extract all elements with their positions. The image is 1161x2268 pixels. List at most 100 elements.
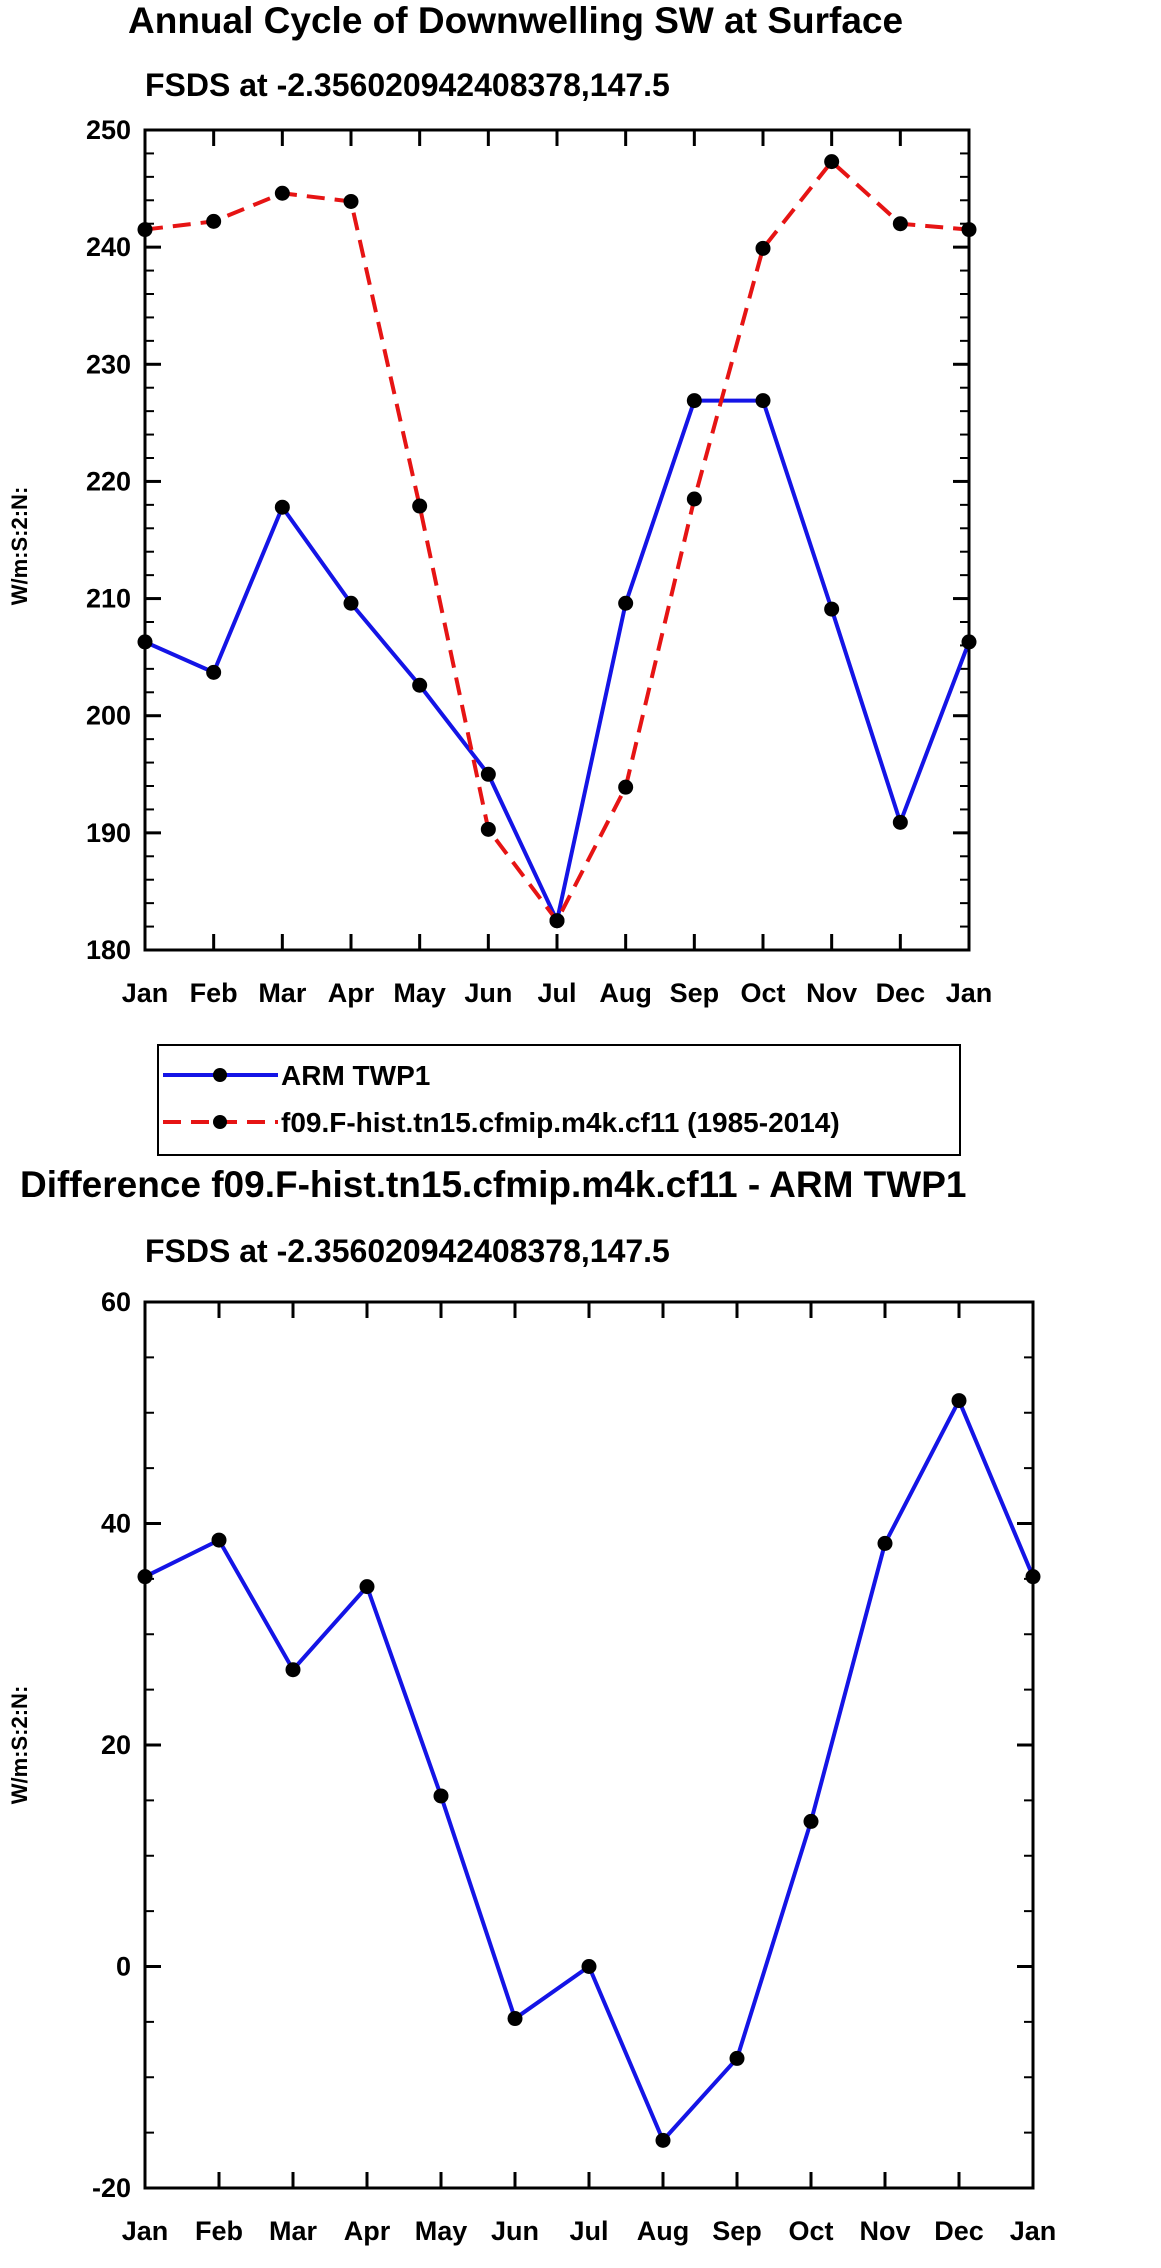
series-0-point (285, 1662, 301, 1678)
y-tick-label: 220 (86, 466, 131, 496)
top-chart-title: Annual Cycle of Downwelling SW at Surfac… (128, 0, 903, 41)
series-0-point (951, 1393, 967, 1409)
series-0-point (480, 766, 496, 782)
series-1-point (343, 193, 359, 209)
y-tick-label: 180 (86, 935, 131, 965)
x-tick-label: Jul (569, 2216, 608, 2246)
legend-marker-model (213, 1115, 227, 1129)
top-chart-ticks (143, 128, 971, 952)
series-0-point (359, 1579, 375, 1595)
x-tick-label: Dec (876, 978, 926, 1008)
bottom-chart-ticks (143, 1300, 1035, 2190)
x-tick-label: Jul (537, 978, 576, 1008)
series-0-point (274, 499, 290, 515)
y-tick-label: 20 (101, 1730, 131, 1760)
series-1-point (618, 779, 634, 795)
y-tick-label: 190 (86, 818, 131, 848)
series-0-point (892, 814, 908, 830)
series-0-point (618, 595, 634, 611)
x-tick-label: Aug (637, 2216, 689, 2246)
x-tick-label: May (393, 978, 446, 1008)
x-tick-label: Dec (934, 2216, 984, 2246)
x-tick-label: Aug (599, 978, 651, 1008)
x-tick-label: Sep (712, 2216, 762, 2246)
y-tick-label: 240 (86, 232, 131, 262)
top-chart-ylabel: W/m:S:2:N: (7, 487, 32, 606)
top-chart-plot-frame (143, 128, 971, 952)
series-0-point (206, 664, 222, 680)
y-tick-label: 230 (86, 349, 131, 379)
series-0-point (824, 601, 840, 617)
bottom-chart-ylabel: W/m:S:2:N: (7, 1686, 32, 1805)
y-tick-label: 210 (86, 584, 131, 614)
top-chart-x-tick-labels: Jan Feb Mar Apr May Jun Jul Aug Sep Oct Nov Dec Jan (122, 978, 993, 1008)
legend-item-arm-twp1: ARM TWP1 (163, 1060, 430, 1091)
x-tick-label: Jun (491, 2216, 539, 2246)
x-tick-label: Jan (1010, 2216, 1057, 2246)
legend: ARM TWP1 f09.F-hist.tn15.cfmip.m4k.cf11 … (157, 1044, 961, 1156)
series-0-point (211, 1532, 227, 1548)
bottom-chart-title: Difference f09.F-hist.tn15.cfmip.m4k.cf1… (20, 1164, 966, 1205)
series-1-point (274, 185, 290, 201)
legend-marker-arm-twp1 (213, 1068, 227, 1082)
series-0-point (755, 393, 771, 409)
series-1-point (686, 491, 702, 507)
series-1-point (824, 154, 840, 170)
legend-box (157, 1044, 961, 1156)
series-0-point (581, 1959, 597, 1974)
y-tick-label: 200 (86, 701, 131, 731)
y-tick-label: -20 (92, 2173, 131, 2203)
series-line-0 (144, 398, 971, 923)
x-tick-label: Feb (195, 2216, 243, 2246)
x-tick-label: Mar (258, 978, 307, 1008)
x-tick-label: May (415, 2216, 468, 2246)
series-0-point (433, 1788, 449, 1804)
top-chart: Annual Cycle of Downwelling SW at Surfac… (7, 0, 992, 1008)
series-1-point (892, 216, 908, 232)
bottom-chart-y-tick-labels: -20 0 20 40 60 (92, 1287, 131, 2203)
series-0-point (655, 2132, 671, 2148)
top-chart-subtitle: FSDS at -2.356020942408378,147.5 (145, 67, 670, 103)
x-tick-label: Apr (344, 2216, 391, 2246)
y-tick-label: 60 (101, 1287, 131, 1317)
legend-label-arm-twp1: ARM TWP1 (281, 1060, 430, 1091)
x-tick-label: Jan (946, 978, 993, 1008)
series-0-point (412, 677, 428, 693)
y-tick-label: 40 (101, 1509, 131, 1539)
bottom-chart: Difference f09.F-hist.tn15.cfmip.m4k.cf1… (7, 1164, 1056, 2246)
series-0-point (877, 1535, 893, 1551)
bottom-chart-x-tick-labels: Jan Feb Mar Apr May Jun Jul Aug Sep Oct Nov Dec Jan (122, 2216, 1057, 2246)
y-tick-label: 0 (116, 1952, 131, 1982)
series-1-point (549, 913, 565, 929)
series-1-point (755, 240, 771, 256)
x-tick-label: Oct (788, 2216, 833, 2246)
x-tick-label: Jan (122, 2216, 169, 2246)
x-tick-label: Sep (670, 978, 720, 1008)
x-tick-label: Oct (740, 978, 785, 1008)
series-1-point (412, 498, 428, 514)
x-tick-label: Jan (122, 978, 169, 1008)
top-chart-y-tick-labels: 180 190 200 210 220 230 240 250 (86, 115, 131, 965)
x-tick-label: Jun (464, 978, 512, 1008)
top-chart-series (137, 154, 977, 929)
series-0-point (729, 2050, 745, 2066)
legend-item-model: f09.F-hist.tn15.cfmip.m4k.cf11 (1985-201… (163, 1107, 840, 1138)
x-tick-label: Mar (269, 2216, 318, 2246)
series-0-point (507, 2011, 523, 2027)
series-line-0 (144, 1398, 1035, 2143)
legend-label-model: f09.F-hist.tn15.cfmip.m4k.cf11 (1985-201… (281, 1107, 840, 1138)
series-0-point (343, 595, 359, 611)
x-tick-label: Feb (190, 978, 238, 1008)
bottom-chart-plot-frame (143, 1300, 1035, 2190)
bottom-chart-series (137, 1393, 1041, 2148)
x-tick-label: Nov (806, 978, 857, 1008)
series-1-point (206, 213, 222, 229)
x-tick-label: Nov (859, 2216, 910, 2246)
y-tick-label: 250 (86, 115, 131, 145)
series-1-point (480, 821, 496, 837)
series-0-point (686, 393, 702, 409)
x-tick-label: Apr (328, 978, 375, 1008)
series-0-point (803, 1813, 819, 1829)
bottom-chart-subtitle: FSDS at -2.356020942408378,147.5 (145, 1233, 670, 1269)
